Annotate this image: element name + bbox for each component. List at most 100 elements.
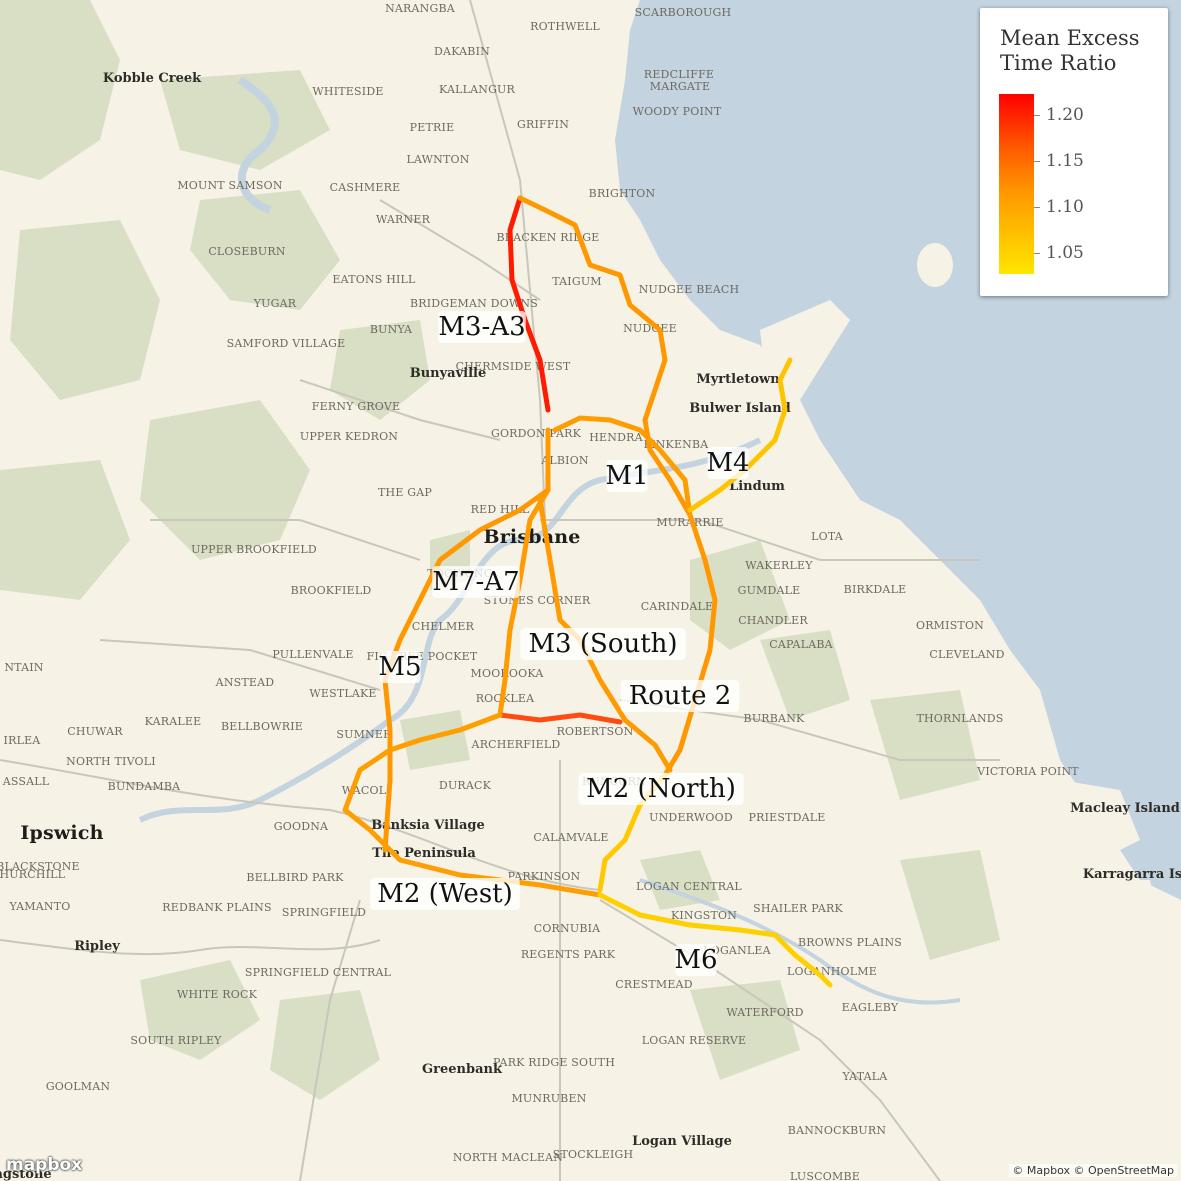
place-label: LOGAN CENTRAL (636, 880, 742, 893)
place-label: DURACK (439, 779, 492, 792)
place-label: WHITESIDE (312, 85, 383, 98)
place-label: HENDRA (589, 431, 643, 444)
place-label: PULLENVALE (272, 648, 353, 661)
place-label: CASHMERE (330, 181, 401, 194)
place-label: UNDERWOOD (649, 811, 733, 824)
route-m3-a3[interactable] (507, 195, 551, 413)
place-label: CAPALABA (769, 638, 833, 651)
route-label: M2 (West) (377, 879, 513, 909)
place-label: MOUNT SAMSON (177, 179, 283, 192)
route-label-background (620, 680, 740, 712)
route-inner-west[interactable] (382, 487, 551, 853)
place-label: TAIGUM (552, 275, 602, 288)
place-label: SOUTH RIPLEY (130, 1034, 222, 1047)
place-label: LOGAN RESERVE (642, 1034, 747, 1047)
legend-tick-mark (1034, 253, 1040, 254)
route-label-background (675, 944, 717, 976)
place-label: THE GAP (378, 486, 432, 499)
place-label: UPPER KEDRON (300, 430, 398, 443)
place-label: DAKABIN (434, 45, 490, 58)
place-label: BROOKFIELD (291, 584, 372, 597)
legend-tick-mark (1034, 161, 1040, 162)
legend-title-line2: Time Ratio (1000, 51, 1117, 75)
place-label: YATALA (842, 1070, 889, 1083)
place-label: WAKERLEY (745, 559, 813, 572)
place-label: SPRINGFIELD (282, 906, 366, 919)
place-label: GORDON PARK (491, 427, 582, 440)
place-label: ROCKLEA (476, 692, 535, 705)
place-label: PARKINSON (508, 870, 581, 883)
route-label: M5 (378, 652, 421, 682)
route-labels: M3-A3 M1 M4 M7-A7 M3 (South) M5 Route 2 M2 (Nor… (370, 311, 750, 976)
place-label: CLEVELAND (929, 648, 1004, 661)
place-label: VICTORIA POINT (976, 765, 1079, 778)
place-label: KARALEE (145, 715, 202, 728)
place-label: Ipswich (20, 822, 103, 844)
place-label: CORNUBIA (534, 922, 601, 935)
mapbox-logo-text: mapbox (6, 1155, 83, 1175)
place-label: NUDGEE (623, 322, 677, 335)
place-label: BELLBIRD PARK (246, 871, 344, 884)
place-label: KINGSTON (671, 909, 737, 922)
place-label: SPRINGFIELD CENTRAL (245, 966, 392, 979)
route-route-2[interactable] (497, 712, 623, 725)
place-label: Logan Village (632, 1134, 732, 1149)
place-label: LUSCOMBE (790, 1170, 860, 1181)
place-label: REGENTS PARK (521, 948, 616, 961)
legend-tick-label: 1.05 (1046, 243, 1084, 263)
place-label: Bulwer Island (689, 401, 791, 416)
place-label: CHELMER (412, 620, 475, 633)
route-m6[interactable] (597, 892, 833, 988)
place-label: ROBERTSON (557, 725, 634, 738)
route-label-background (578, 773, 744, 805)
place-label: SUMNER (336, 728, 392, 741)
place-label: Brisbane (483, 526, 580, 548)
place-label: ASSALL (2, 775, 50, 788)
route-m1[interactable] (552, 415, 693, 518)
place-label: BIRKDALE (844, 583, 907, 596)
route-m4[interactable] (687, 357, 793, 513)
place-label: CARINDALE (641, 600, 714, 613)
place-label: NUDGEE BEACH (639, 283, 740, 296)
place-label: ALBION (540, 454, 589, 467)
place-label: Greenbank (422, 1062, 503, 1077)
route-label-background (379, 651, 421, 683)
place-label: WHITE ROCK (177, 988, 258, 1001)
place-label: CALAMVALE (533, 831, 608, 844)
background-roads (0, 0, 1000, 1181)
place-label: ORMISTON (916, 619, 984, 632)
place-label: EATONS HILL (332, 273, 416, 286)
place-label: LOGANHOLME (787, 965, 877, 978)
place-label: WOODY POINT (633, 105, 722, 118)
place-label: BUNYA (370, 323, 413, 336)
legend-color-ramp (999, 94, 1034, 274)
place-label: CHANDLER (738, 614, 808, 627)
route-gateway-north[interactable] (517, 195, 718, 778)
place-label: NORTH MACLEAN (453, 1151, 563, 1164)
place-label: Myrtletown (696, 372, 780, 387)
legend-tick-label: 1.10 (1046, 197, 1084, 217)
route-label-background (606, 460, 648, 492)
map-attribution[interactable]: © Mapbox © OpenStreetMap (1009, 1164, 1177, 1177)
mapbox-logo[interactable]: mapbox (6, 1155, 82, 1175)
place-label: BRACKEN RIDGE (497, 231, 600, 244)
place-label: Macleay Island (1070, 801, 1180, 816)
place-label: LOTA (811, 530, 844, 543)
place-label: Lindum (729, 479, 785, 494)
route-label: M7-A7 (432, 567, 519, 597)
place-label: BLACKSTONE (0, 860, 80, 873)
place-label: NORTH TIVOLI (66, 755, 156, 768)
place-label: GRIFFIN (517, 118, 569, 131)
legend-tick-label: 1.20 (1046, 105, 1084, 125)
route-label: M6 (674, 945, 717, 975)
place-label: LOGANLEA (703, 944, 771, 957)
place-label: CHURCHILL (0, 868, 66, 881)
place-label: CRESTMEAD (615, 978, 692, 991)
place-label: Banksia Village (371, 818, 485, 833)
place-label: STOCKLEIGH (553, 1148, 634, 1161)
place-label: UPPER BROOKFIELD (191, 543, 317, 556)
place-label: GOODNA (274, 820, 329, 833)
route-label: M2 (North) (586, 774, 736, 804)
place-label: REDBANK PLAINS (162, 901, 271, 914)
place-label: WESTLAKE (309, 687, 376, 700)
